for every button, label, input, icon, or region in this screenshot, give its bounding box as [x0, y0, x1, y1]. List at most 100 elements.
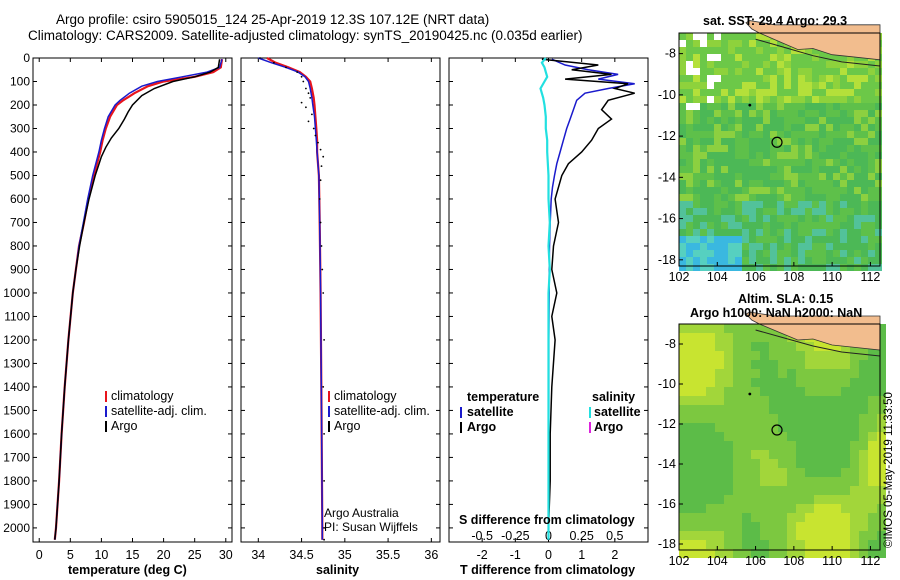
- credit-line2: PI: Susan Wijffels: [324, 520, 418, 534]
- map-x-tick-label: 104: [707, 270, 728, 284]
- figure-title-line2: Climatology: CARS2009. Satellite-adjuste…: [28, 28, 583, 43]
- sdiff-tick-label: -0.5: [471, 529, 493, 543]
- sdiff-tick-label: 0.5: [606, 529, 623, 543]
- sla-map-subtitle: Argo h1000: NaN h2000: NaN: [690, 306, 863, 320]
- sal-argo-point: [321, 268, 324, 271]
- profile-track-marker: [748, 392, 752, 396]
- temp-x-tick-label: 10: [94, 548, 108, 562]
- depth-tick-label: 500: [10, 168, 30, 182]
- depth-tick-label: 300: [10, 121, 30, 135]
- map-x-tick-label: 112: [860, 270, 880, 284]
- temp-series-satellite-adj-clim-: [54, 58, 223, 540]
- map-x-tick-label: 110: [822, 554, 842, 568]
- tdiff-xlabel: T difference from climatology: [460, 563, 636, 577]
- diff-series-s-satellite: [539, 57, 551, 540]
- tdiff-x-tick-label: -2: [477, 548, 488, 562]
- sal-legend-label: climatology: [334, 389, 397, 403]
- tdiff-legend-label: satellite: [467, 405, 514, 419]
- sal-argo-point: [302, 80, 305, 83]
- map-x-tick-label: 112: [860, 554, 880, 568]
- map-y-tick-label: -12: [658, 417, 676, 431]
- map-y-tick-label: -8: [665, 337, 676, 351]
- depth-tick-label: 1100: [4, 309, 30, 323]
- sal-argo-point: [307, 92, 310, 95]
- sal-legend-label: Argo: [334, 419, 360, 433]
- depth-tick-label: 1200: [3, 333, 30, 347]
- salinity-xlabel: salinity: [316, 563, 360, 577]
- depth-tick-label: 1400: [3, 380, 30, 394]
- sal-argo-point: [259, 57, 261, 59]
- sal-argo-point: [319, 148, 322, 151]
- credit-line1: Argo Australia: [324, 506, 399, 520]
- depth-tick-label: 1700: [3, 450, 30, 464]
- sal-argo-point: [319, 179, 322, 182]
- sal-argo-point: [300, 101, 303, 104]
- depth-tick-label: 1300: [3, 356, 30, 370]
- panel-frame-1: [32, 57, 233, 543]
- sal-x-tick-label: 36: [424, 548, 438, 562]
- sal-argo-point: [314, 134, 317, 137]
- temp-series-argo: [54, 59, 221, 540]
- map-y-tick-label: -10: [658, 377, 676, 391]
- tdiff-x-tick-label: -1: [510, 548, 521, 562]
- depth-tick-label: 1000: [3, 286, 30, 300]
- map-x-tick-label: 110: [822, 270, 842, 284]
- sal-argo-point: [323, 433, 325, 435]
- sal-argo-point: [320, 245, 323, 247]
- temperature-xlabel: temperature (deg C): [68, 563, 187, 577]
- temp-legend-label: satellite-adj. clim.: [111, 404, 207, 418]
- tdiff-legend-title: temperature: [467, 390, 539, 404]
- argo-profile-location-marker: [771, 136, 783, 148]
- map-y-tick-label: -16: [658, 497, 676, 511]
- sla-map-title: Altim. SLA: 0.15: [738, 292, 834, 306]
- sal-argo-point: [311, 113, 313, 116]
- sal-argo-point: [305, 106, 307, 109]
- sal-argo-point: [305, 87, 307, 90]
- map-y-tick-label: -18: [658, 537, 676, 551]
- map-y-tick-label: -18: [658, 253, 676, 267]
- sal-argo-point: [323, 480, 325, 482]
- sal-argo-point: [285, 66, 287, 69]
- map-y-tick-label: -16: [658, 212, 676, 226]
- map-y-tick-label: -12: [658, 129, 676, 143]
- depth-tick-label: 0: [23, 51, 30, 65]
- temp-series-climatology: [53, 59, 224, 540]
- depth-tick-label: 700: [10, 215, 30, 229]
- depth-tick-label: 1900: [3, 497, 30, 511]
- sdiff-tick-label: 0.25: [569, 529, 593, 543]
- map-sst_map: [678, 20, 882, 271]
- temp-legend-label: climatology: [111, 389, 174, 403]
- depth-tick-label: 400: [10, 145, 30, 159]
- sdiff-legend-label: satellite: [594, 405, 641, 419]
- sal-argo-point: [309, 97, 312, 99]
- depth-tick-label: 1500: [3, 403, 30, 417]
- depth-tick-label: 800: [10, 239, 30, 253]
- profile-track-marker: [748, 103, 752, 107]
- tdiff-x-tick-label: 2: [611, 548, 618, 562]
- map-y-tick-label: -14: [658, 170, 676, 184]
- depth-tick-label: 1600: [3, 427, 30, 441]
- map-x-tick-label: 106: [745, 270, 766, 284]
- sal-argo-point: [317, 141, 319, 144]
- sdiff-legend-title: salinity: [592, 390, 635, 404]
- imos-stamp: ©IMOS 05-May-2019 11:33:50: [883, 392, 895, 548]
- sal-series-satellite-adj-clim-: [258, 57, 324, 540]
- sal-argo-point: [319, 221, 322, 224]
- depth-tick-label: 2000: [3, 521, 30, 535]
- sal-argo-point: [322, 386, 325, 388]
- sal-x-tick-label: 34: [251, 548, 265, 562]
- sal-argo-point: [307, 120, 310, 123]
- sal-argo-point: [323, 527, 325, 529]
- argo-profile-location-marker: [771, 424, 783, 436]
- temp-x-tick-label: 15: [126, 548, 140, 562]
- sal-argo-point: [296, 71, 299, 73]
- bathymetry-contour: [755, 38, 881, 67]
- map-sla_map: [678, 311, 886, 558]
- sal-argo-point: [322, 155, 325, 158]
- map-y-tick-label: -14: [658, 457, 676, 471]
- sal-x-tick-label: 35: [338, 548, 352, 562]
- map-x-tick-label: 102: [669, 554, 690, 568]
- bathymetry-contour: [755, 329, 881, 357]
